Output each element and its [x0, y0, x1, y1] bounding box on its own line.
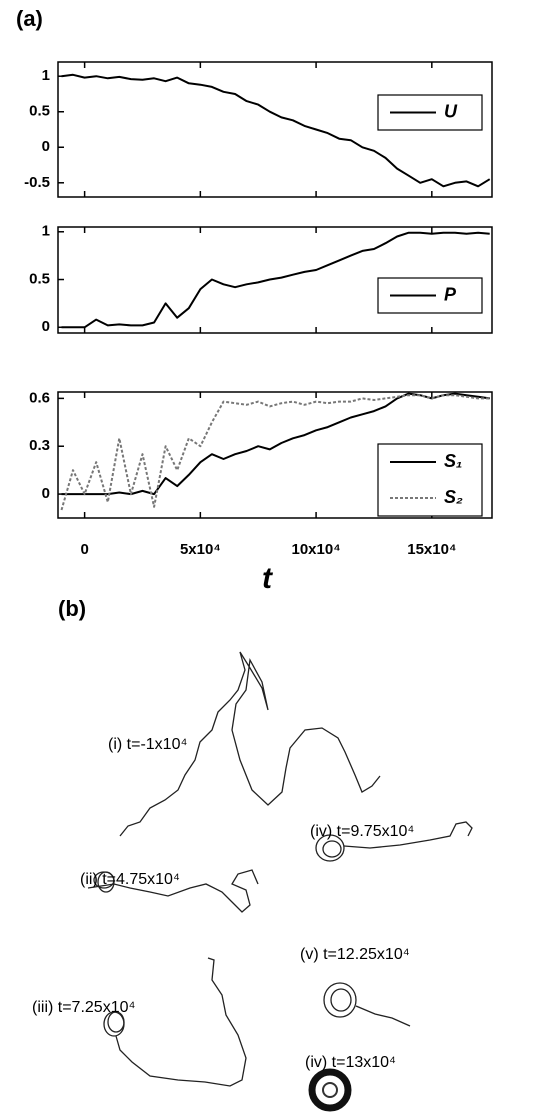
data-line [61, 73, 491, 188]
y-tick-label: 0 [42, 485, 50, 502]
conformation-label: (ii) t=4.75x10⁴ [80, 871, 180, 888]
legend-label: P [444, 284, 457, 304]
chain [115, 957, 247, 1087]
chain [87, 869, 259, 913]
legend-box [377, 443, 483, 517]
conformation-label: (iv) t=13x10⁴ [305, 1054, 396, 1071]
plot-frame [57, 61, 493, 198]
y-tick-label: 0.3 [29, 437, 50, 454]
coil [103, 1011, 125, 1037]
conformation-label: (iii) t=7.25x10⁴ [32, 999, 135, 1016]
conformation-drawings [87, 651, 473, 1112]
y-tick-label: 0.5 [29, 270, 50, 287]
y-tick-label: -0.5 [24, 174, 50, 191]
coil [308, 1068, 352, 1112]
coil [315, 834, 345, 862]
conformation-label: (v) t=12.25x10⁴ [300, 946, 410, 963]
data-line [60, 394, 490, 511]
panel-label: (a) [16, 6, 43, 31]
conformation-label: (i) t=-1x10⁴ [108, 736, 187, 753]
y-tick-label: 0.5 [29, 103, 50, 120]
chain [343, 821, 473, 849]
y-tick-label: 0.6 [29, 389, 50, 406]
conformation-label: (iv) t=9.75x10⁴ [310, 823, 414, 840]
x-tick-label: 0 [80, 541, 88, 558]
chain [355, 1005, 411, 1027]
y-tick-label: 0 [42, 138, 50, 155]
y-tick-label: 1 [42, 223, 50, 240]
y-tick-label: 1 [42, 67, 50, 84]
legend-label: S₁ [444, 451, 462, 471]
coil [93, 871, 115, 893]
x-tick-label: 15x10⁴ [407, 541, 456, 558]
legend-label: U [444, 101, 458, 121]
legend-label: S₂ [444, 487, 463, 507]
x-tick-label: 10x10⁴ [292, 541, 341, 558]
data-line [61, 231, 490, 329]
panel-label: (b) [58, 596, 86, 621]
x-tick-label: 5x10⁴ [180, 541, 221, 558]
coil [323, 982, 357, 1018]
x-axis-label: t [262, 562, 274, 595]
plot-frame [57, 391, 493, 519]
chain [119, 651, 381, 837]
y-tick-label: 0 [42, 318, 50, 335]
